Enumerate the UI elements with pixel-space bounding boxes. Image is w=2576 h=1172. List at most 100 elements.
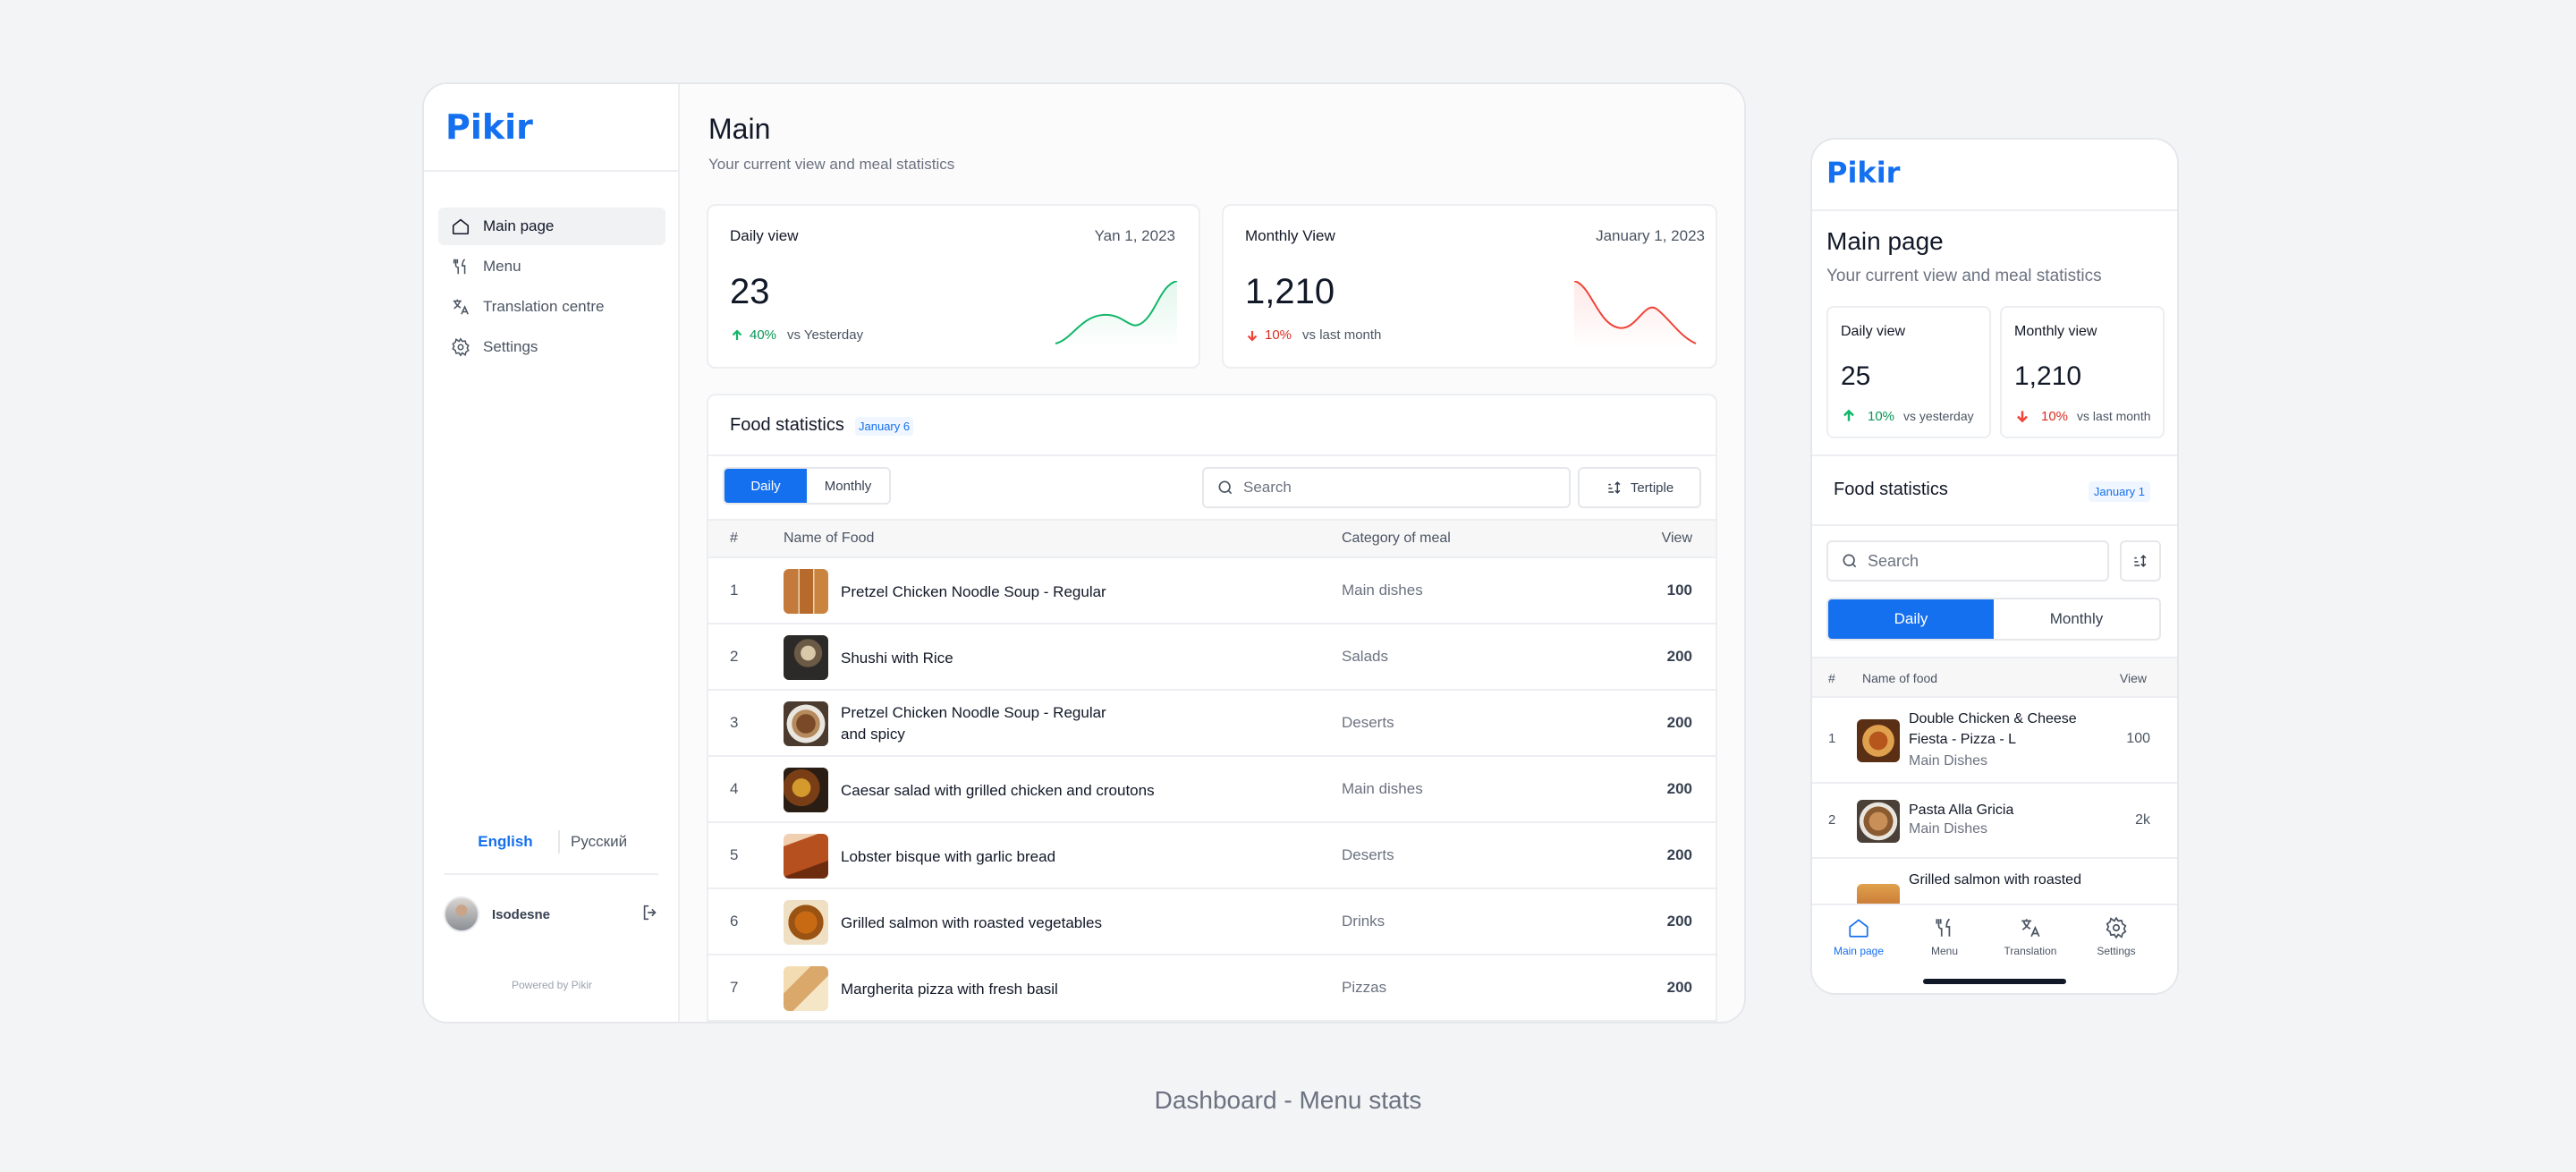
food-views: 100 <box>1666 582 1692 599</box>
stat-date: Yan 1, 2023 <box>1094 227 1175 244</box>
page-title: Main <box>708 113 771 145</box>
col-name[interactable]: Name of food <box>1862 671 1938 685</box>
search-input[interactable] <box>1868 551 2091 571</box>
col-name[interactable]: Name of Food <box>784 531 875 546</box>
stat-trend: 10% vs last month <box>2014 408 2151 424</box>
stat-label: Monthly View <box>1245 227 1335 244</box>
stat-date: January 1, 2023 <box>1596 227 1705 244</box>
sidebar-item-label: Main page <box>483 217 555 234</box>
tab-label: Settings <box>2097 945 2136 957</box>
menu-icon <box>453 259 466 275</box>
food-thumbnail <box>784 834 828 879</box>
table-row[interactable]: 4 Caesar salad with grilled chicken and … <box>708 757 1716 823</box>
tab-monthly[interactable]: Monthly <box>807 469 889 503</box>
food-views: 200 <box>1666 648 1692 665</box>
date-badge: January 6 <box>855 417 914 436</box>
col-view[interactable]: View <box>2119 671 2147 685</box>
food-name-line1: Pretzel Chicken Noodle Soup - Regular <box>841 704 1106 721</box>
page-title: Main page <box>1826 227 1944 255</box>
tab-menu[interactable]: Menu <box>1902 916 1987 957</box>
row-num: 1 <box>1828 731 1836 746</box>
stat-label: Daily view <box>730 227 799 244</box>
mobile-frame: Pikir Main page Your current view and me… <box>1810 138 2179 995</box>
tab-daily[interactable]: Daily <box>1828 599 1994 639</box>
table-row[interactable]: 1 Pretzel Chicken Noodle Soup - Regular … <box>708 558 1716 624</box>
section-title: Food statistics <box>1834 480 1948 499</box>
avatar[interactable] <box>444 896 479 932</box>
food-category: Main Dishes <box>1909 821 1988 837</box>
food-thumbnail <box>784 701 828 746</box>
daily-view-card: Daily view Yan 1, 2023 23 40% vs Yesterd… <box>707 204 1200 369</box>
period-toggle: Daily Monthly <box>723 467 891 505</box>
row-num: 2 <box>730 648 739 665</box>
table-row[interactable]: 5 Lobster bisque with garlic bread Deser… <box>708 823 1716 889</box>
food-name: Margherita pizza with fresh basil <box>841 981 1058 998</box>
food-views: 200 <box>1666 846 1692 863</box>
food-views: 2k <box>2135 812 2150 828</box>
trend-compare: vs last month <box>2077 409 2151 423</box>
sort-button[interactable] <box>2120 540 2161 582</box>
sidebar-item-main-page[interactable]: Main page <box>438 208 665 245</box>
food-name: Shushi with Rice <box>841 650 953 667</box>
sidebar-item-translation[interactable]: Translation centre <box>438 288 665 326</box>
stat-trend: 10% vs yesterday <box>1841 408 1974 424</box>
table-row[interactable]: 6 Grilled salmon with roasted vegetables… <box>708 889 1716 955</box>
monthly-view-card: Monthly View January 1, 2023 1,210 10% v… <box>1222 204 1717 369</box>
date-badge: January 1 <box>2088 481 2150 502</box>
sort-icon <box>1608 481 1621 494</box>
food-views: 200 <box>1666 780 1692 797</box>
home-indicator <box>1923 979 2066 984</box>
sidebar-nav: Main page Menu Translation centre Settin… <box>438 208 665 369</box>
brand-logo[interactable]: Pikir <box>1826 156 1901 190</box>
bottom-tab-bar: Main page Menu Translation Settings <box>1812 904 2177 993</box>
tab-settings[interactable]: Settings <box>2073 916 2159 957</box>
food-statistics-card: Food statistics January 6 Daily Monthly … <box>707 394 1717 1022</box>
search-input[interactable] <box>1243 479 1547 497</box>
sidebar-item-label: Menu <box>483 258 521 275</box>
search-icon <box>1218 480 1233 495</box>
divider <box>558 830 560 854</box>
table-header: # Name of Food Category of meal View <box>708 519 1716 558</box>
table-row[interactable]: 3 Pretzel Chicken Noodle Soup - Regular a… <box>708 691 1716 757</box>
logout-button[interactable] <box>640 903 660 927</box>
lang-russian[interactable]: Русский <box>571 833 628 850</box>
lang-english[interactable]: English <box>478 833 533 850</box>
food-thumbnail <box>784 966 828 1011</box>
brand-logo[interactable]: Pikir <box>445 107 533 147</box>
row-num: 7 <box>730 979 739 996</box>
sidebar-item-settings[interactable]: Settings <box>438 328 665 366</box>
food-views: 100 <box>2126 731 2150 746</box>
tab-daily[interactable]: Daily <box>724 469 807 503</box>
section-title: Food statistics <box>730 415 844 435</box>
food-name: Caesar salad with grilled chicken and cr… <box>841 782 1155 799</box>
table-header: # Name of food View <box>1812 657 2177 698</box>
tab-translation[interactable]: Translation <box>1987 916 2073 957</box>
divider <box>1812 524 2177 526</box>
col-category[interactable]: Category of meal <box>1342 531 1451 546</box>
gear-icon <box>2106 916 2127 939</box>
row-num: 3 <box>730 714 739 731</box>
food-category: Pizzas <box>1342 979 1387 996</box>
sidebar-item-menu[interactable]: Menu <box>438 248 665 285</box>
divider <box>444 873 658 875</box>
food-views: 200 <box>1666 979 1692 996</box>
table-row[interactable]: 2 Pasta Alla Gricia Main Dishes 2k <box>1812 784 2177 859</box>
tab-monthly[interactable]: Monthly <box>2049 610 2104 627</box>
powered-by: Powered by Pikir <box>511 979 593 991</box>
stat-value: 23 <box>730 272 770 311</box>
daily-sparkline <box>1055 281 1178 349</box>
user-profile: Isodesne <box>444 895 660 934</box>
sort-button[interactable]: Tertiple <box>1578 467 1701 508</box>
table-row[interactable]: 1 Double Chicken & Cheese Fiesta - Pizza… <box>1812 698 2177 784</box>
trend-compare: vs Yesterday <box>787 327 864 343</box>
food-name: Double Chicken & Cheese Fiesta - Pizza -… <box>1909 711 2077 747</box>
table-row[interactable]: 2 Shushi with Rice Salads 200 <box>708 624 1716 691</box>
food-name: Lobster bisque with garlic bread <box>841 848 1056 865</box>
food-thumbnail <box>784 635 828 680</box>
tab-main-page[interactable]: Main page <box>1816 916 1902 957</box>
col-view[interactable]: View <box>1661 531 1692 546</box>
row-num: 6 <box>730 913 739 930</box>
food-category: Main dishes <box>1342 780 1423 797</box>
table-row[interactable]: 7 Margherita pizza with fresh basil Pizz… <box>708 955 1716 1022</box>
food-views: 200 <box>1666 714 1692 731</box>
